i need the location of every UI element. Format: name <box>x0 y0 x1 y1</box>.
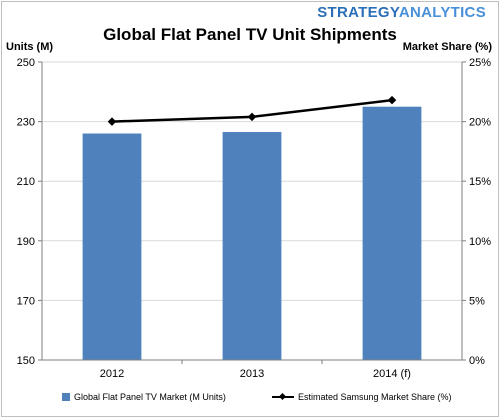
bar <box>82 133 142 360</box>
y-right-tick-label: 15% <box>469 176 491 188</box>
y-right-tick-label: 10% <box>469 236 491 248</box>
brand-part-1: STRATEGY <box>317 4 399 21</box>
bar <box>362 106 422 360</box>
legend-line-label: Estimated Samsung Market Share (%) <box>298 392 452 402</box>
legend-bar-swatch <box>62 393 70 401</box>
x-tick-label: 2013 <box>240 368 264 380</box>
legend: Global Flat Panel TV Market (M Units) Es… <box>0 386 500 410</box>
line-point <box>387 95 397 105</box>
legend-bars-label: Global Flat Panel TV Market (M Units) <box>74 392 226 402</box>
x-tick-label: 2014 (f) <box>373 368 411 380</box>
y-right-tick-label: 20% <box>469 117 491 129</box>
x-tick-label: 2012 <box>100 368 124 380</box>
legend-item-bars: Global Flat Panel TV Market (M Units) <box>62 392 226 402</box>
brand-logo: STRATEGYANALYTICS <box>317 4 486 21</box>
y-right-tick-label: 0% <box>469 355 485 367</box>
y-left-tick-label: 170 <box>17 295 35 307</box>
line-point <box>247 112 257 122</box>
legend-item-line: Estimated Samsung Market Share (%) <box>272 392 452 402</box>
y-right-tick-label: 25% <box>469 57 491 69</box>
line-point <box>107 117 117 126</box>
legend-line-marker <box>272 392 294 402</box>
chart-title: Global Flat Panel TV Unit Shipments <box>103 25 397 44</box>
brand-part-2: ANALYTICS <box>398 4 486 21</box>
y-left-tick-label: 190 <box>17 236 35 248</box>
y-axis-left-label: Units (M) <box>6 41 54 53</box>
y-right-tick-label: 5% <box>469 295 485 307</box>
bar <box>222 132 282 360</box>
y-left-tick-label: 230 <box>17 117 35 129</box>
y-left-tick-label: 150 <box>17 355 35 367</box>
y-axis-right-label: Market Share (%) <box>402 41 492 53</box>
y-left-tick-label: 210 <box>17 176 35 188</box>
y-left-tick-label: 250 <box>17 57 35 69</box>
